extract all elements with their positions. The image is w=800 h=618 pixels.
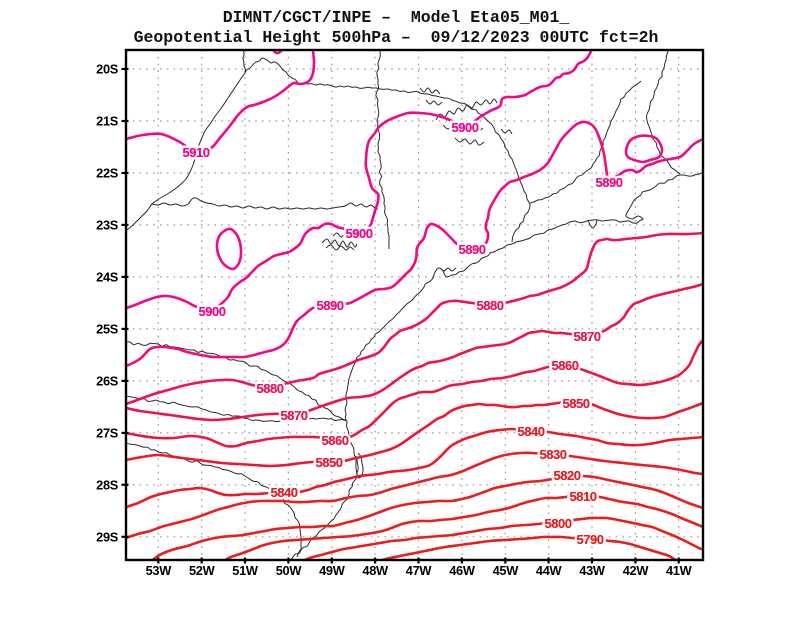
svg-text:5840: 5840 [518, 424, 545, 439]
svg-text:41W: 41W [666, 563, 693, 578]
svg-text:28S: 28S [96, 478, 119, 493]
svg-text:5840: 5840 [271, 485, 298, 500]
svg-text:5910: 5910 [183, 145, 210, 160]
svg-text:5860: 5860 [552, 358, 579, 373]
svg-text:5900: 5900 [452, 120, 479, 135]
svg-text:5860: 5860 [552, 358, 579, 373]
svg-text:47W: 47W [406, 563, 433, 578]
svg-text:5850: 5850 [563, 396, 590, 411]
svg-text:5810: 5810 [570, 489, 597, 504]
svg-text:29S: 29S [96, 530, 119, 545]
svg-text:5870: 5870 [281, 408, 308, 423]
svg-text:DIMNT/CGCT/INPE – Model Eta05: DIMNT/CGCT/INPE – Model Eta05_M01_ [223, 8, 570, 27]
svg-text:5870: 5870 [281, 408, 308, 423]
svg-text:42W: 42W [623, 563, 650, 578]
svg-text:26S: 26S [96, 374, 119, 389]
svg-text:5890: 5890 [317, 298, 344, 313]
svg-text:50W: 50W [276, 563, 303, 578]
svg-text:49W: 49W [319, 563, 346, 578]
svg-text:24S: 24S [96, 270, 119, 285]
svg-text:5860: 5860 [322, 433, 349, 448]
svg-text:5900: 5900 [199, 304, 226, 319]
svg-text:5900: 5900 [346, 226, 373, 241]
svg-text:Geopotential Height 500hPa –: Geopotential Height 500hPa – 09/12/2023 … [134, 28, 659, 47]
svg-text:5860: 5860 [322, 433, 349, 448]
svg-text:5880: 5880 [477, 298, 504, 313]
svg-text:5800: 5800 [545, 516, 572, 531]
svg-text:5850: 5850 [316, 455, 343, 470]
svg-text:5800: 5800 [545, 516, 572, 531]
svg-text:5880: 5880 [257, 381, 284, 396]
svg-text:25S: 25S [96, 322, 119, 337]
svg-text:5880: 5880 [257, 381, 284, 396]
svg-text:27S: 27S [96, 426, 119, 441]
svg-text:46W: 46W [449, 563, 476, 578]
svg-text:5900: 5900 [346, 226, 373, 241]
svg-text:23S: 23S [96, 218, 119, 233]
svg-text:44W: 44W [536, 563, 563, 578]
svg-text:5870: 5870 [574, 329, 601, 344]
svg-text:5820: 5820 [554, 468, 581, 483]
svg-text:5880: 5880 [477, 298, 504, 313]
svg-text:5850: 5850 [563, 396, 590, 411]
svg-text:5840: 5840 [271, 485, 298, 500]
svg-text:5830: 5830 [540, 447, 567, 462]
svg-text:21S: 21S [96, 114, 119, 129]
svg-text:5890: 5890 [459, 242, 486, 257]
svg-text:5790: 5790 [577, 532, 604, 547]
svg-text:5890: 5890 [459, 242, 486, 257]
svg-text:5910: 5910 [183, 145, 210, 160]
svg-text:5900: 5900 [199, 304, 226, 319]
svg-text:5830: 5830 [540, 447, 567, 462]
svg-text:52W: 52W [189, 563, 216, 578]
svg-text:5890: 5890 [317, 298, 344, 313]
svg-text:5840: 5840 [518, 424, 545, 439]
svg-text:5890: 5890 [596, 175, 623, 190]
svg-text:5850: 5850 [316, 455, 343, 470]
svg-text:20S: 20S [96, 62, 119, 77]
svg-text:5820: 5820 [554, 468, 581, 483]
svg-text:53W: 53W [146, 563, 173, 578]
svg-text:43W: 43W [579, 563, 606, 578]
svg-text:22S: 22S [96, 166, 119, 181]
svg-text:5810: 5810 [570, 489, 597, 504]
svg-text:5900: 5900 [452, 120, 479, 135]
svg-text:5890: 5890 [596, 175, 623, 190]
svg-text:51W: 51W [232, 563, 259, 578]
svg-text:5790: 5790 [577, 532, 604, 547]
svg-text:48W: 48W [362, 563, 389, 578]
svg-text:45W: 45W [493, 563, 520, 578]
svg-text:5870: 5870 [574, 329, 601, 344]
